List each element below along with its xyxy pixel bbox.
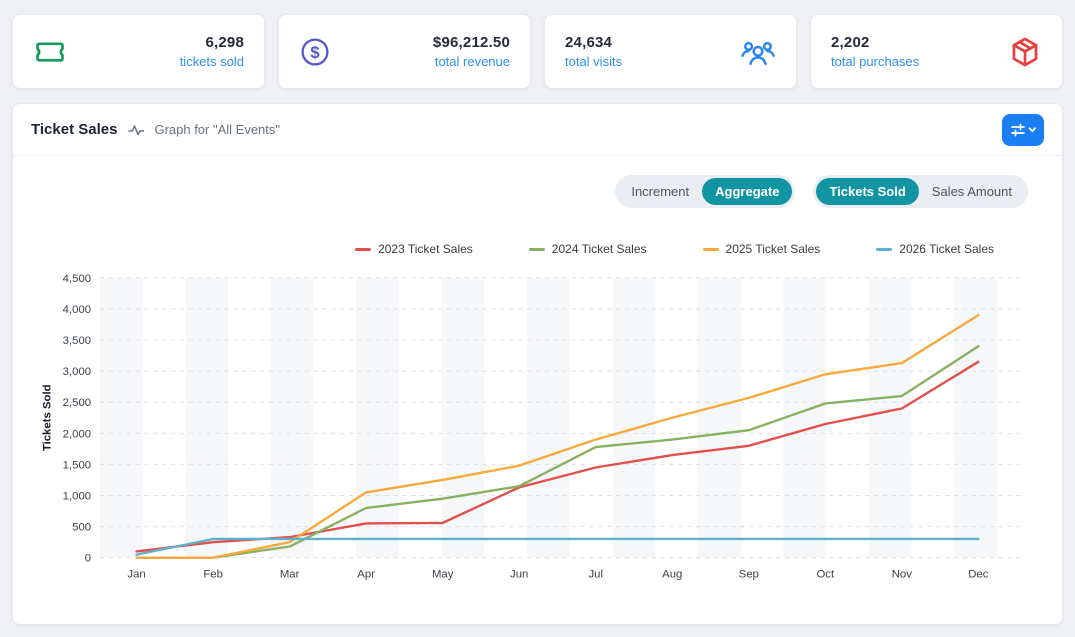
legend-label: 2026 Ticket Sales <box>899 242 994 256</box>
mode-toggle-group: Increment Aggregate <box>615 175 796 208</box>
legend-label: 2025 Ticket Sales <box>725 242 821 256</box>
stat-label: total purchases <box>831 54 920 69</box>
dollar-circle-icon: $ <box>299 36 331 68</box>
ticket-sales-card: Ticket Sales Graph for "All Events" Incr… <box>12 103 1063 625</box>
svg-text:$: $ <box>310 42 320 61</box>
legend-marker <box>702 247 719 251</box>
stat-value: 2,202 <box>831 34 870 51</box>
stat-label: total revenue <box>434 54 510 69</box>
legend-label: 2024 Ticket Sales <box>551 242 647 256</box>
legend-marker <box>876 247 893 251</box>
svg-text:Jan: Jan <box>127 568 145 580</box>
svg-text:Dec: Dec <box>968 568 989 580</box>
svg-text:2,000: 2,000 <box>63 428 91 440</box>
svg-text:Oct: Oct <box>816 568 835 580</box>
svg-text:Jun: Jun <box>510 568 528 580</box>
svg-text:Mar: Mar <box>280 568 300 580</box>
svg-text:Sep: Sep <box>739 568 759 580</box>
sales-amount-toggle[interactable]: Sales Amount <box>931 184 1012 199</box>
stat-card-tickets-sold: 6,298 tickets sold <box>12 14 265 89</box>
legend-marker <box>528 247 545 251</box>
chart-header: Ticket Sales Graph for "All Events" <box>13 104 1062 156</box>
svg-text:Apr: Apr <box>357 568 375 580</box>
svg-text:3,500: 3,500 <box>63 335 91 347</box>
legend-item[interactable]: 2024 Ticket Sales <box>528 242 647 256</box>
svg-text:4,000: 4,000 <box>63 304 91 316</box>
svg-text:1,500: 1,500 <box>63 459 91 471</box>
svg-text:4,500: 4,500 <box>63 273 91 285</box>
svg-text:May: May <box>432 568 454 580</box>
legend-item[interactable]: 2023 Ticket Sales <box>355 242 473 256</box>
svg-text:2,500: 2,500 <box>63 397 91 409</box>
stat-card-total-visits: 24,634 total visits <box>544 14 797 89</box>
svg-text:Feb: Feb <box>203 568 223 580</box>
chart-toggles: Increment Aggregate Tickets Sold Sales A… <box>13 156 1062 208</box>
stat-card-total-revenue: $ $96,212.50 total revenue <box>278 14 531 89</box>
sliders-icon <box>1010 122 1037 138</box>
svg-text:1,000: 1,000 <box>63 490 91 502</box>
svg-text:Aug: Aug <box>662 568 682 580</box>
chevron-down-icon <box>1028 126 1036 132</box>
svg-text:3,000: 3,000 <box>63 366 91 378</box>
aggregate-toggle[interactable]: Aggregate <box>702 178 793 205</box>
activity-pulse-icon <box>128 123 145 137</box>
tickets-sold-toggle[interactable]: Tickets Sold <box>816 178 919 205</box>
stats-row: 6,298 tickets sold $ $96,212.50 total re… <box>0 0 1075 89</box>
chart-subtitle: Graph for "All Events" <box>154 122 281 137</box>
stat-label: total visits <box>565 54 623 69</box>
stat-value: $96,212.50 <box>432 34 510 51</box>
chart-legend: 2023 Ticket Sales 2024 Ticket Sales 2025 T… <box>13 242 1062 256</box>
stat-card-total-purchases: 2,202 total purchases <box>810 14 1063 89</box>
ticket-icon <box>33 35 67 69</box>
users-icon <box>740 35 776 69</box>
legend-item[interactable]: 2026 Ticket Sales <box>876 242 994 256</box>
chart-area: 0 500 1,000 1,500 2,000 2,500 3,000 3,500 4,000 4… <box>13 268 1062 592</box>
metric-toggle-group: Tickets Sold Sales Amount <box>813 175 1028 208</box>
legend-marker <box>355 247 372 251</box>
stat-value: 6,298 <box>205 34 244 51</box>
ticket-sales-chart: 0 500 1,000 1,500 2,000 2,500 3,000 3,500 4,000 4… <box>42 273 1023 580</box>
package-icon <box>1008 35 1042 69</box>
legend-item[interactable]: 2025 Ticket Sales <box>702 242 821 256</box>
increment-toggle[interactable]: Increment <box>631 184 690 199</box>
legend-label: 2023 Ticket Sales <box>378 242 473 256</box>
svg-text:Nov: Nov <box>892 568 913 580</box>
svg-text:Jul: Jul <box>588 568 603 580</box>
svg-text:0: 0 <box>85 553 91 565</box>
chart-filter-button[interactable] <box>1002 113 1044 146</box>
stat-value: 24,634 <box>565 34 613 51</box>
svg-text:500: 500 <box>72 522 91 534</box>
svg-text:Tickets Sold: Tickets Sold <box>42 384 54 451</box>
stat-label: tickets sold <box>179 54 244 69</box>
chart-title: Ticket Sales <box>31 121 118 138</box>
